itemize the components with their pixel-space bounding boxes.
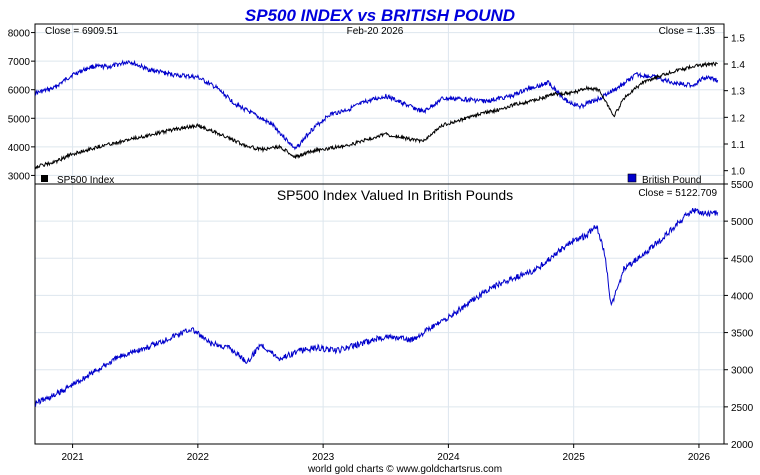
axis-ticks: 2021 2022 2023 2024 2025 2026 3000 4000 5000 6000…	[8, 29, 754, 463]
y-tick-label-bottom: 2500	[731, 403, 754, 414]
date-label: Feb-20 2026	[347, 26, 404, 37]
y-tick-label-bottom: 3000	[731, 366, 754, 377]
left-close-label: Close = 6909.51	[45, 26, 119, 37]
bottom-series-group	[34, 207, 719, 407]
y-tick-label-bottom: 5500	[731, 180, 754, 191]
y-tick-label-left: 6000	[8, 86, 31, 97]
y-tick-label-bottom: 4500	[731, 254, 754, 265]
chart-title: SP500 INDEX vs BRITISH POUND	[245, 6, 515, 25]
y-tick-label-right: 1.0	[731, 167, 745, 178]
y-tick-label-bottom: 4000	[731, 291, 754, 302]
x-tick-label: 2025	[563, 452, 586, 463]
x-tick-label: 2024	[437, 452, 460, 463]
top-series-group	[34, 59, 719, 170]
series-line-sp500-in-pounds	[34, 207, 719, 407]
y-tick-label-left: 4000	[8, 143, 31, 154]
series-line-sp500	[34, 61, 718, 170]
grid-bottom	[35, 183, 724, 445]
bottom-close-label: Close = 5122.709	[638, 188, 717, 199]
footer-credit: world gold charts © www.goldchartsrus.co…	[307, 464, 502, 475]
bottom-chart-title: SP500 Index Valued In British Pounds	[277, 187, 513, 203]
x-tick-label: 2021	[61, 452, 84, 463]
y-tick-label-left: 3000	[8, 171, 31, 182]
grid-top	[35, 24, 724, 184]
y-tick-label-right: 1.2	[731, 113, 745, 124]
y-tick-label-right: 1.5	[731, 33, 745, 44]
bottom-panel-frame	[34, 183, 725, 445]
y-tick-label-right: 1.4	[731, 60, 745, 71]
legend-swatch-sp500	[41, 175, 48, 182]
y-tick-label-right: 1.3	[731, 87, 745, 98]
y-tick-label-right: 1.1	[731, 140, 745, 151]
y-tick-label-left: 7000	[8, 57, 31, 68]
legend-label-british-pound: British Pound	[642, 175, 701, 186]
y-tick-label-bottom: 3500	[731, 329, 754, 340]
y-tick-label-bottom: 5000	[731, 217, 754, 228]
series-line-british-pound	[34, 59, 719, 151]
x-tick-label: 2022	[187, 452, 210, 463]
legend-label-sp500: SP500 Index	[57, 175, 114, 186]
right-close-label: Close = 1.35	[659, 26, 716, 37]
y-tick-label-bottom: 2000	[731, 440, 754, 451]
x-tick-label: 2026	[688, 452, 711, 463]
y-tick-label-left: 8000	[8, 29, 31, 40]
legend-swatch-british-pound	[627, 173, 637, 183]
x-tick-label: 2023	[312, 452, 335, 463]
y-tick-label-left: 5000	[8, 114, 31, 125]
